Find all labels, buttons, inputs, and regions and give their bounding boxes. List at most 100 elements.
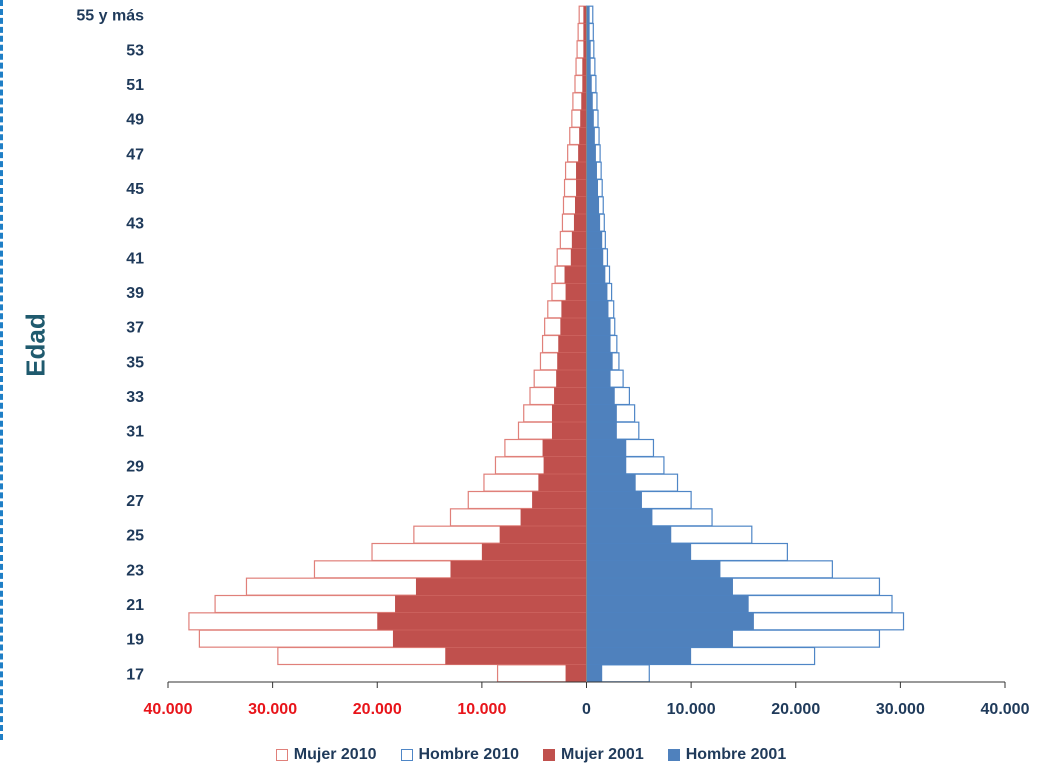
y-tick-label: 23: [126, 562, 144, 579]
bar-hombre-2001-39: [586, 283, 608, 301]
bar-hombre-2001-36: [586, 335, 611, 353]
bar-mujer-2001-45: [576, 179, 587, 197]
y-tick-label: 39: [126, 285, 144, 302]
bars-layer: [188, 5, 905, 683]
bar-mujer-2001-40: [564, 266, 587, 284]
bar-hombre-2001-24: [586, 543, 692, 561]
x-tick-label: 30.000: [248, 701, 297, 718]
bar-hombre-2001-21: [586, 595, 749, 613]
bar-hombre-2001-42: [586, 231, 603, 249]
bar-hombre-2001-53: [586, 40, 591, 58]
legend-item-hombre-2010: Hombre 2010: [400, 746, 519, 764]
bar-hombre-2001-17: [586, 664, 603, 682]
bar-mujer-2001-19: [392, 630, 587, 648]
bar-hombre-2001-49: [586, 110, 594, 128]
y-tick-label: 41: [126, 250, 144, 267]
bar-mujer-2001-32: [551, 404, 587, 422]
bar-hombre-2001-29: [586, 456, 627, 474]
y-tick-label: 53: [126, 42, 144, 59]
x-tick-label: 40.000: [981, 701, 1030, 718]
bar-mujer-2001-20: [377, 612, 587, 630]
y-tick-label: 25: [126, 528, 144, 545]
bar-mujer-2001-37: [560, 318, 587, 336]
bar-hombre-2001-40: [586, 266, 606, 284]
x-tick-label: 0: [582, 701, 591, 718]
bar-hombre-2001-51: [586, 75, 592, 93]
x-tick-label: 30.000: [876, 701, 925, 718]
legend-item-hombre-2001: Hombre 2001: [667, 746, 787, 764]
left-border-decoration: [0, 0, 7, 740]
y-tick-label: 43: [126, 216, 144, 233]
bar-hombre-2001-31: [586, 422, 617, 440]
bar-mujer-2001-35: [557, 352, 587, 370]
bar-mujer-2001-23: [450, 560, 587, 578]
bar-hombre-2001-46: [586, 162, 597, 180]
bar-mujer-2001-28: [538, 474, 587, 492]
y-tick-label: 55 y más: [76, 8, 144, 25]
y-tick-label: 21: [126, 597, 144, 614]
bar-hombre-2001-47: [586, 144, 596, 162]
bar-mujer-2001-34: [556, 370, 587, 388]
bar-mujer-2001-46: [576, 162, 587, 180]
y-tick-label: 37: [126, 320, 144, 337]
bar-mujer-2001-47: [578, 144, 587, 162]
bar-hombre-2001-52: [586, 58, 591, 76]
x-tick-label: 20.000: [771, 701, 820, 718]
bar-mujer-2001-55-y-m-s: [583, 6, 587, 24]
bar-hombre-2001-43: [586, 214, 601, 232]
bar-mujer-2001-25: [499, 526, 587, 544]
bar-mujer-2001-41: [570, 248, 587, 266]
legend-label: Hombre 2001: [685, 746, 787, 763]
bar-mujer-2001-42: [571, 231, 587, 249]
bar-hombre-2001-30: [586, 439, 627, 457]
legend-swatch: [543, 749, 555, 761]
bar-hombre-2001-19: [586, 630, 733, 648]
bar-mujer-2001-49: [580, 110, 587, 128]
y-tick-label: 51: [126, 77, 144, 94]
legend: Mujer 2010 Hombre 2010 Mujer 2001 Hombre 20…: [0, 746, 1062, 764]
bar-mujer-2001-33: [554, 387, 587, 405]
bar-mujer-2001-50: [581, 92, 587, 110]
bar-hombre-2001-22: [586, 578, 733, 596]
bar-hombre-2001-45: [586, 179, 599, 197]
y-tick-label: 29: [126, 458, 144, 475]
bar-mujer-2001-38: [561, 300, 587, 318]
bar-hombre-2001-50: [586, 92, 593, 110]
bar-hombre-2001-27: [586, 491, 642, 509]
y-tick-label: 49: [126, 112, 144, 129]
bar-hombre-2001-38: [586, 300, 609, 318]
legend-label: Mujer 2010: [293, 746, 377, 763]
bar-mujer-2001-54: [583, 23, 587, 41]
bar-mujer-2001-44: [574, 196, 587, 214]
y-tick-label: 33: [126, 389, 144, 406]
legend-item-mujer-2001: Mujer 2001: [543, 746, 644, 764]
legend-swatch: [400, 749, 413, 761]
bar-hombre-2001-54: [586, 23, 590, 41]
bar-hombre-2001-34: [586, 370, 611, 388]
bar-mujer-2001-18: [445, 647, 587, 665]
bar-mujer-2001-30: [542, 439, 587, 457]
bar-mujer-2001-36: [558, 335, 587, 353]
y-tick-label: 47: [126, 146, 144, 163]
x-tick-label: 10.000: [667, 701, 716, 718]
bar-hombre-2001-33: [586, 387, 615, 405]
y-tick-label: 31: [126, 424, 144, 441]
bar-mujer-2001-53: [583, 40, 587, 58]
bar-hombre-2001-41: [586, 248, 604, 266]
bar-hombre-2001-37: [586, 318, 611, 336]
legend-swatch: [275, 749, 288, 761]
bar-mujer-2001-43: [573, 214, 587, 232]
bar-hombre-2001-32: [586, 404, 617, 422]
x-axis: 40.000 30.000 20.000 10.000 0 10.000 20.000 30.…: [144, 6, 1030, 718]
bar-mujer-2001-52: [582, 58, 587, 76]
bar-hombre-2001-26: [586, 508, 653, 526]
bar-mujer-2001-17: [565, 664, 587, 682]
bar-hombre-2001-28: [586, 474, 636, 492]
x-tick-label: 10.000: [457, 701, 506, 718]
legend-label: Mujer 2001: [561, 746, 644, 763]
bar-mujer-2001-39: [565, 283, 587, 301]
y-tick-label: 45: [126, 181, 144, 198]
bar-mujer-2001-21: [395, 595, 587, 613]
y-tick-label: 35: [126, 354, 144, 371]
y-axis-ticks: 17 19 21 23 25 27 29 31 33 35 37 39 41 43 45 47 49 51 53 55…: [76, 8, 144, 684]
